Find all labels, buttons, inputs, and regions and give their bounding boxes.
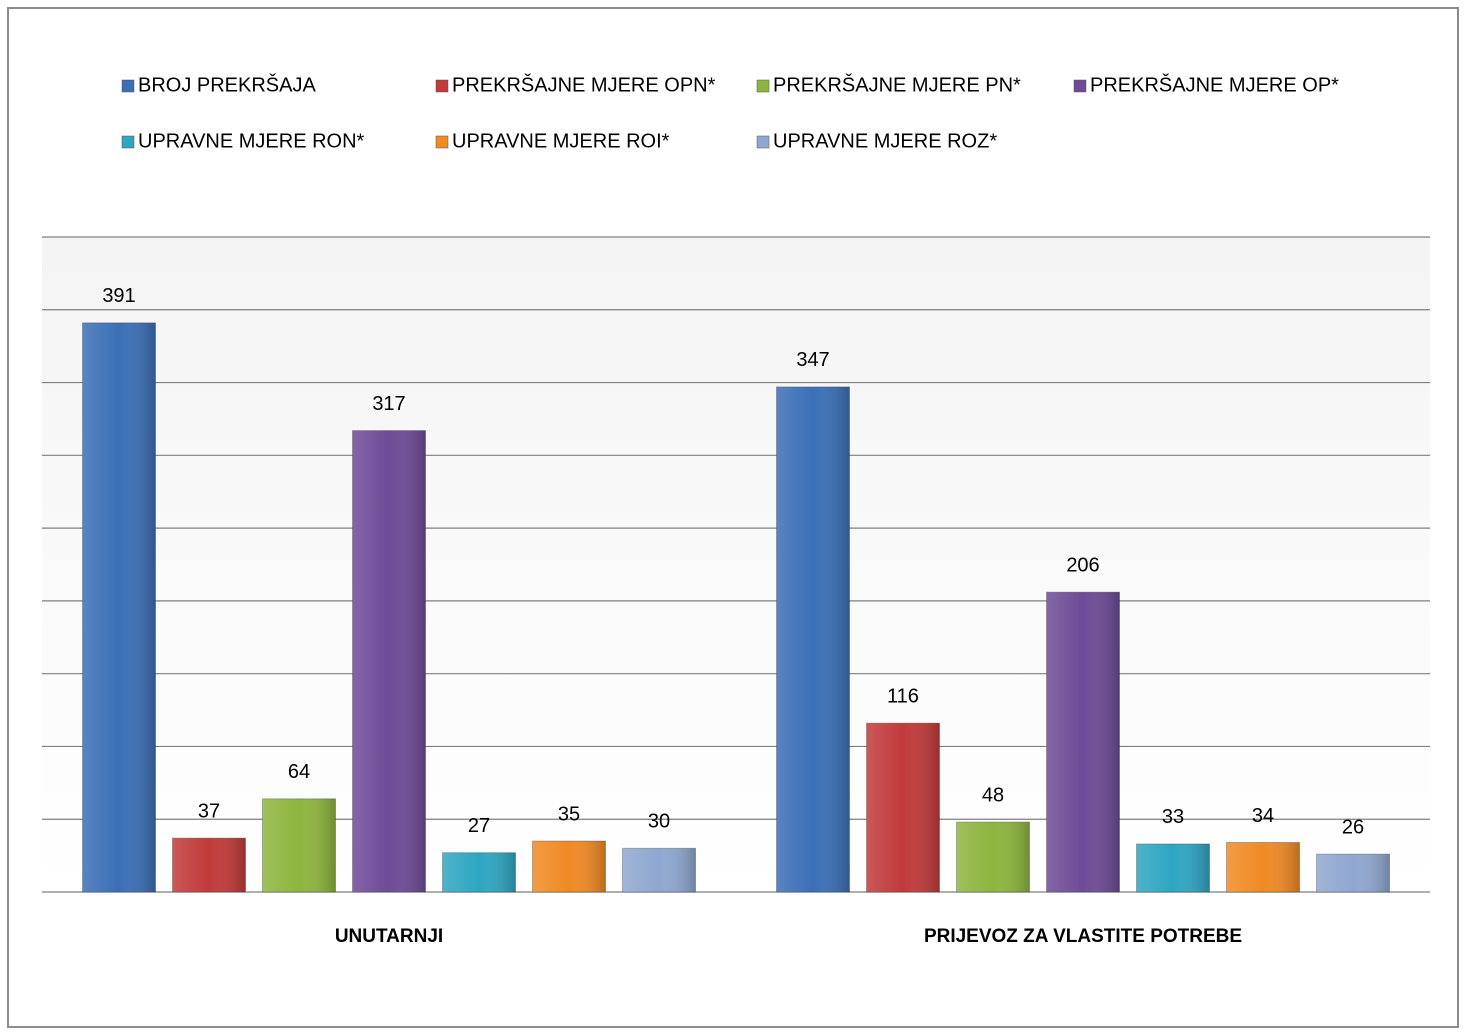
legend-label: UPRAVNE MJERE ROI*: [452, 130, 670, 152]
data-label: 48: [982, 784, 1004, 806]
data-label: 347: [796, 349, 829, 371]
data-label: 30: [648, 811, 670, 833]
x-tick-label: UNUTARNJI: [335, 926, 443, 947]
bar: [776, 386, 850, 893]
bar: [442, 852, 516, 893]
legend-label: BROJ PREKRŠAJA: [138, 73, 316, 96]
legend-swatch: [435, 135, 449, 149]
data-label: 26: [1342, 816, 1364, 838]
legend-label: PREKRŠAJNE MJERE OPN*: [452, 73, 716, 96]
data-label: 116: [887, 685, 919, 707]
data-label: 64: [288, 761, 310, 783]
data-label: 391: [102, 285, 135, 307]
data-label: 317: [372, 393, 405, 415]
plot-area: [42, 237, 1430, 892]
legend-swatch: [435, 79, 449, 93]
legend-label: PREKRŠAJNE MJERE OP*: [1090, 73, 1339, 96]
bar: [1226, 842, 1300, 893]
data-label: 27: [468, 815, 490, 837]
legend-label: UPRAVNE MJERE RON*: [138, 130, 365, 152]
bar: [262, 798, 336, 893]
x-tick-label: PRIJEVOZ ZA VLASTITE POTREBE: [924, 926, 1242, 947]
bar: [1316, 853, 1390, 893]
data-label: 37: [198, 800, 220, 822]
bar: [352, 430, 426, 893]
legend-swatch: [121, 135, 135, 149]
legend-swatch: [756, 135, 770, 149]
bar: [82, 322, 156, 893]
data-label: 35: [558, 803, 580, 825]
bar: [172, 837, 246, 893]
data-label: 206: [1066, 554, 1099, 576]
data-label: 33: [1162, 806, 1184, 828]
legend-label: UPRAVNE MJERE ROZ*: [773, 130, 997, 152]
data-label: 34: [1252, 805, 1274, 827]
legend-swatch: [1073, 79, 1087, 93]
bar: [622, 847, 696, 893]
bar: [1136, 843, 1210, 893]
legend-label: PREKRŠAJNE MJERE PN*: [773, 73, 1021, 96]
legend-swatch: [121, 79, 135, 93]
bar: [532, 840, 606, 893]
bar: [1046, 591, 1120, 893]
bar: [956, 821, 1030, 893]
legend-swatch: [756, 79, 770, 93]
bar: [866, 722, 940, 893]
